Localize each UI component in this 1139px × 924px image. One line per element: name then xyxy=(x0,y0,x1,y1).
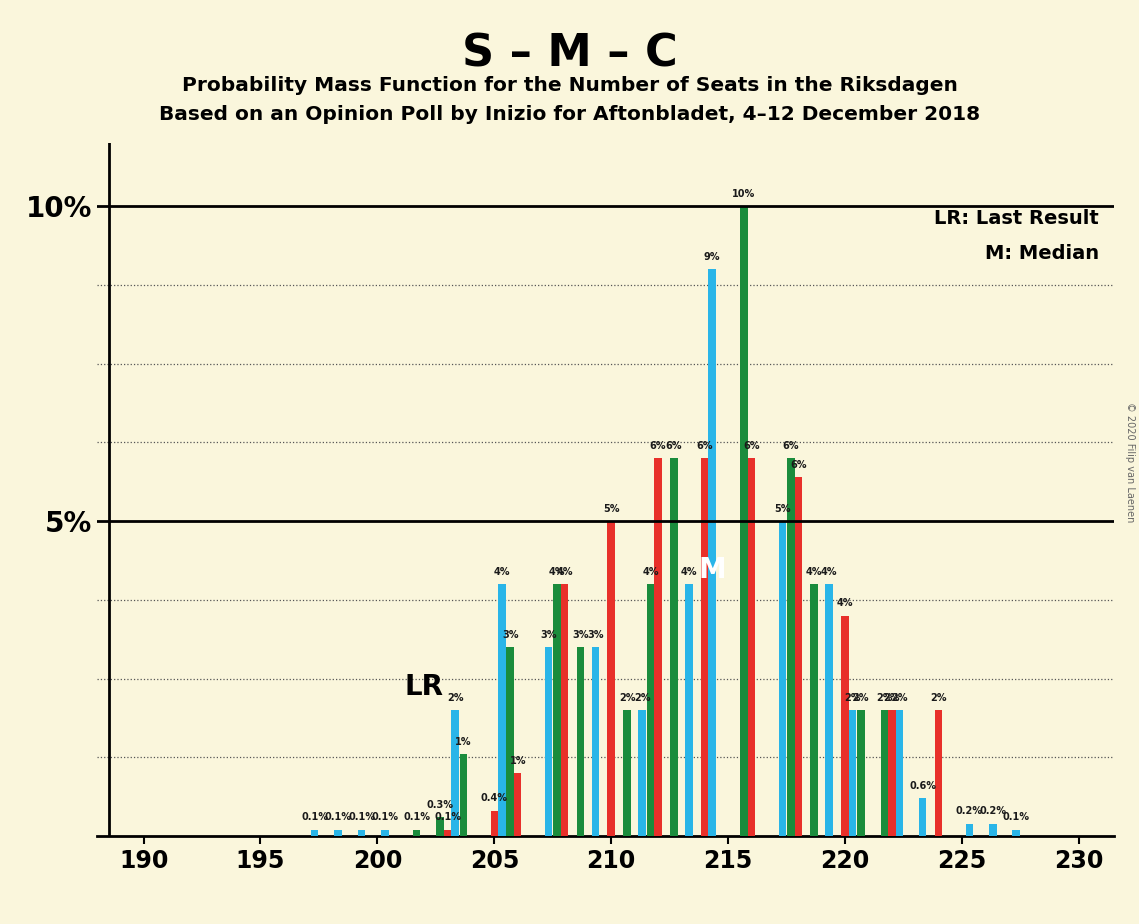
Text: 4%: 4% xyxy=(642,566,658,577)
Bar xyxy=(311,830,319,836)
Bar xyxy=(647,584,654,836)
Text: 0.3%: 0.3% xyxy=(427,800,453,809)
Bar xyxy=(935,711,942,836)
Text: 0.2%: 0.2% xyxy=(956,806,983,816)
Text: 2%: 2% xyxy=(853,693,869,702)
Text: LR: Last Result: LR: Last Result xyxy=(934,209,1099,228)
Text: 4%: 4% xyxy=(493,566,510,577)
Text: 0.1%: 0.1% xyxy=(403,812,431,822)
Text: 4%: 4% xyxy=(821,566,837,577)
Bar xyxy=(670,458,678,836)
Bar xyxy=(826,584,833,836)
Bar xyxy=(413,830,420,836)
Text: 0.2%: 0.2% xyxy=(980,806,1007,816)
Text: 2%: 2% xyxy=(618,693,636,702)
Text: 1%: 1% xyxy=(509,756,526,766)
Text: LR: LR xyxy=(404,673,444,700)
Text: © 2020 Filip van Laenen: © 2020 Filip van Laenen xyxy=(1125,402,1134,522)
Bar xyxy=(842,615,849,836)
Bar xyxy=(858,711,865,836)
Bar xyxy=(880,711,888,836)
Text: 6%: 6% xyxy=(649,441,666,451)
Text: 2%: 2% xyxy=(844,693,861,702)
Bar xyxy=(686,584,693,836)
Text: 0.4%: 0.4% xyxy=(481,794,508,804)
Text: 0.1%: 0.1% xyxy=(371,812,399,822)
Text: 4%: 4% xyxy=(837,598,853,608)
Text: 6%: 6% xyxy=(697,441,713,451)
Text: 6%: 6% xyxy=(744,441,760,451)
Bar xyxy=(919,798,926,836)
Text: Based on an Opinion Poll by Inizio for Aftonbladet, 4–12 December 2018: Based on an Opinion Poll by Inizio for A… xyxy=(159,105,980,125)
Bar xyxy=(708,269,716,836)
Text: 5%: 5% xyxy=(775,504,790,514)
Text: 2%: 2% xyxy=(884,693,900,702)
Bar xyxy=(888,711,895,836)
Text: Probability Mass Function for the Number of Seats in the Riksdagen: Probability Mass Function for the Number… xyxy=(181,76,958,95)
Text: 1%: 1% xyxy=(456,736,472,747)
Text: 0.1%: 0.1% xyxy=(349,812,375,822)
Bar xyxy=(514,773,522,836)
Bar xyxy=(966,823,973,836)
Text: M: M xyxy=(698,556,726,584)
Bar xyxy=(576,647,584,836)
Bar xyxy=(358,830,366,836)
Bar xyxy=(811,584,818,836)
Text: 4%: 4% xyxy=(549,566,565,577)
Bar xyxy=(787,458,795,836)
Text: 0.6%: 0.6% xyxy=(909,781,936,791)
Text: 0.1%: 0.1% xyxy=(301,812,328,822)
Bar xyxy=(654,458,662,836)
Text: 0.1%: 0.1% xyxy=(434,812,461,822)
Bar xyxy=(554,584,560,836)
Bar xyxy=(638,711,646,836)
Bar xyxy=(1013,830,1019,836)
Text: 5%: 5% xyxy=(603,504,620,514)
Text: 2%: 2% xyxy=(931,693,947,702)
Bar xyxy=(491,811,498,836)
Bar xyxy=(507,647,514,836)
Bar xyxy=(591,647,599,836)
Bar xyxy=(607,521,615,836)
Text: 4%: 4% xyxy=(681,566,697,577)
Text: 2%: 2% xyxy=(446,693,464,702)
Text: 6%: 6% xyxy=(782,441,800,451)
Bar xyxy=(795,477,802,836)
Text: 3%: 3% xyxy=(540,629,557,639)
Text: M: Median: M: Median xyxy=(984,244,1099,262)
Text: 3%: 3% xyxy=(587,629,604,639)
Text: 4%: 4% xyxy=(806,566,822,577)
Text: 4%: 4% xyxy=(556,566,573,577)
Bar xyxy=(748,458,755,836)
Bar xyxy=(849,711,857,836)
Text: 6%: 6% xyxy=(665,441,682,451)
Bar xyxy=(436,818,444,836)
Bar xyxy=(444,830,451,836)
Text: 0.1%: 0.1% xyxy=(1002,812,1030,822)
Text: 6%: 6% xyxy=(790,459,806,469)
Bar xyxy=(451,711,459,836)
Text: 2%: 2% xyxy=(876,693,893,702)
Text: 3%: 3% xyxy=(502,629,518,639)
Bar xyxy=(544,647,552,836)
Bar xyxy=(989,823,997,836)
Bar xyxy=(498,584,506,836)
Text: 3%: 3% xyxy=(572,629,589,639)
Text: 10%: 10% xyxy=(732,188,755,199)
Text: 2%: 2% xyxy=(633,693,650,702)
Text: 2%: 2% xyxy=(891,693,908,702)
Bar xyxy=(560,584,568,836)
Text: 9%: 9% xyxy=(704,251,721,261)
Bar xyxy=(623,711,631,836)
Bar xyxy=(382,830,388,836)
Bar xyxy=(460,754,467,836)
Text: S – M – C: S – M – C xyxy=(461,32,678,76)
Text: 0.1%: 0.1% xyxy=(325,812,352,822)
Bar xyxy=(779,521,786,836)
Bar xyxy=(895,711,903,836)
Bar xyxy=(700,458,708,836)
Bar xyxy=(335,830,342,836)
Bar xyxy=(740,206,748,836)
